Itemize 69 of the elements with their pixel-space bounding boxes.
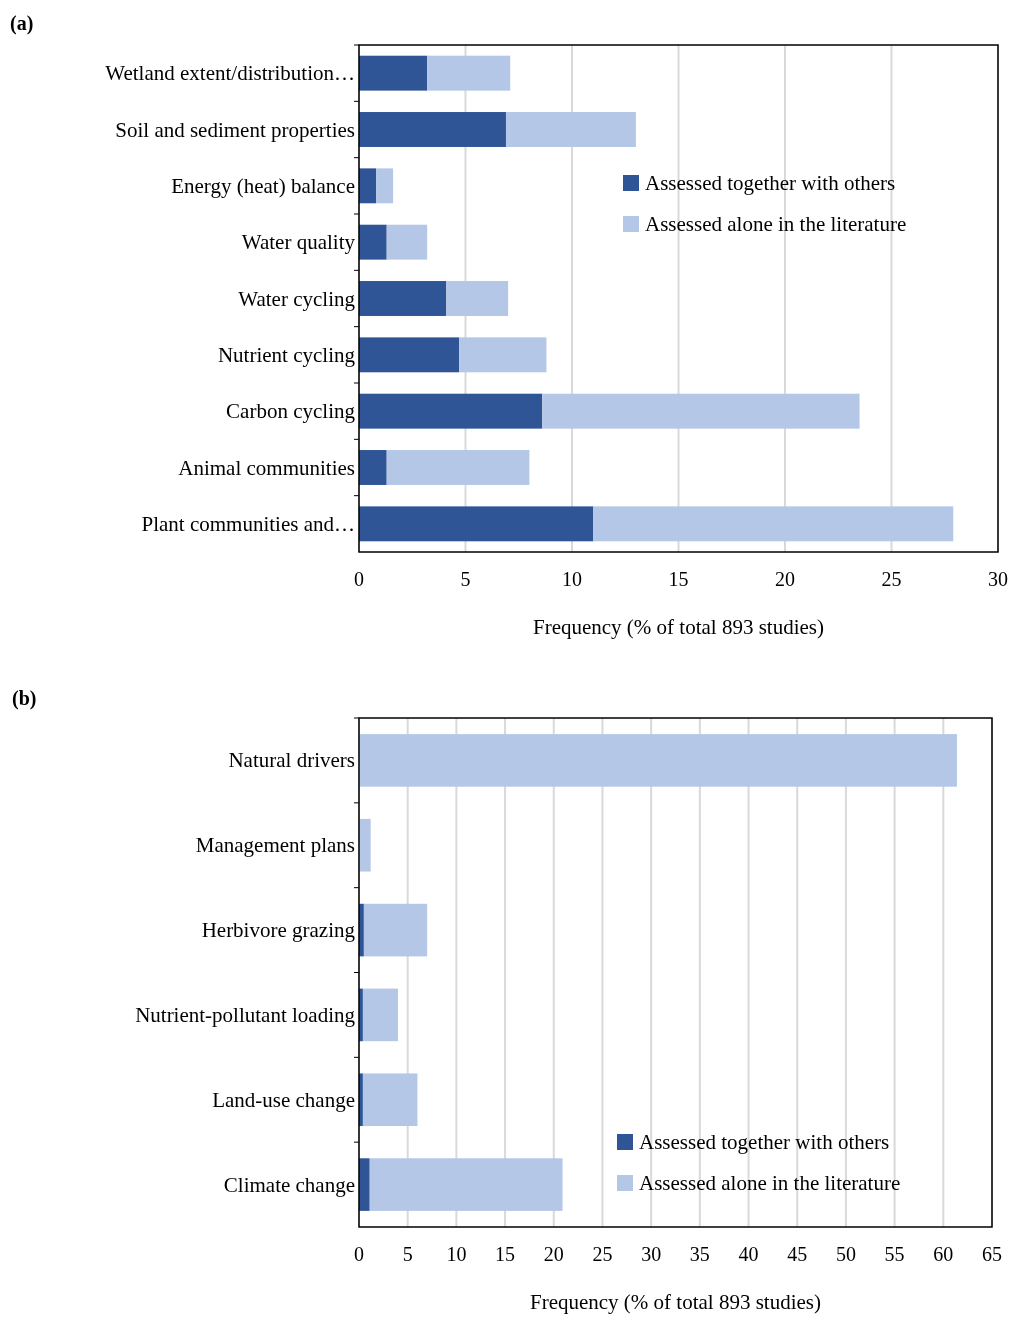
text: (a) [10, 12, 34, 35]
bar [459, 337, 547, 373]
bar [359, 506, 594, 542]
y-tick-label: Nutrient-pollutant loading [135, 1002, 356, 1027]
bar [359, 55, 428, 91]
y-tick-label: Soil and sediment properties [115, 117, 355, 142]
y-tick-label: Wetland extent/distribution… [105, 61, 355, 86]
bar [427, 55, 511, 91]
bar [359, 1158, 370, 1211]
y-tick-label: Plant communities and… [141, 511, 355, 536]
x-tick-label: 20 [543, 1243, 564, 1265]
y-tick-label: Management plans [195, 833, 355, 858]
x-tick-label: 30 [988, 568, 1008, 590]
x-tick-label: 5 [402, 1243, 413, 1265]
y-tick-label: Carbon cycling [226, 399, 356, 424]
bar [359, 224, 387, 260]
x-tick-label: 15 [668, 568, 689, 590]
x-tick-label: 65 [982, 1243, 1002, 1265]
bar [359, 112, 506, 147]
y-tick-label: Natural drivers [228, 748, 355, 773]
bar [363, 903, 428, 957]
y-tick-label: Water cycling [238, 286, 356, 311]
bar [369, 1158, 563, 1211]
x-tick-label: 45 [787, 1243, 808, 1265]
x-tick-label: 15 [495, 1243, 516, 1265]
x-tick-label: 20 [775, 568, 795, 590]
bar [542, 393, 860, 429]
y-tick-label: Water quality [241, 230, 356, 255]
y-tick-label: Nutrient cycling [217, 342, 356, 367]
bar [359, 168, 377, 204]
x-tick-label: 50 [835, 1243, 856, 1265]
y-tick-label: Energy (heat) balance [171, 173, 355, 198]
bar [359, 818, 371, 872]
x-tick-label: 60 [933, 1243, 954, 1265]
bar [386, 224, 428, 260]
x-axis-title: Frequency (% of total 893 studies) [529, 1290, 822, 1314]
y-tick-label: Land-use change [212, 1087, 355, 1112]
x-tick-label: 0 [354, 1243, 364, 1265]
bar [362, 988, 398, 1042]
x-tick-label: 25 [592, 1243, 613, 1265]
bar [359, 393, 543, 429]
x-tick-label: 10 [446, 1243, 467, 1265]
x-tick-label: 0 [354, 568, 364, 590]
bar [505, 112, 636, 147]
bar [446, 281, 509, 316]
bar [376, 168, 394, 204]
x-tick-label: 30 [641, 1243, 662, 1265]
bar [359, 450, 387, 485]
y-tick-label: Climate change [223, 1172, 355, 1197]
x-tick-label: 35 [689, 1243, 710, 1265]
legend-label: Assessed alone in the literature [645, 212, 907, 236]
bar [359, 734, 957, 787]
y-tick-label: Herbivore grazing [201, 918, 356, 943]
x-tick-label: 25 [881, 568, 902, 590]
bar [359, 281, 447, 316]
legend-label: Assessed together with others [639, 1130, 890, 1154]
legend-label: Assessed alone in the literature [639, 1171, 901, 1195]
y-tick-label: Animal communities [178, 455, 355, 480]
text: (b) [12, 687, 37, 710]
bar [386, 450, 530, 485]
bar [593, 506, 954, 542]
x-tick-label: 40 [738, 1243, 759, 1265]
x-tick-label: 10 [562, 568, 582, 590]
bar [362, 1073, 418, 1127]
x-tick-label: 55 [884, 1243, 905, 1265]
bar [359, 337, 460, 373]
x-axis-title: Frequency (% of total 893 studies) [532, 615, 825, 639]
legend-label: Assessed together with others [645, 171, 896, 195]
x-tick-label: 5 [460, 568, 471, 590]
